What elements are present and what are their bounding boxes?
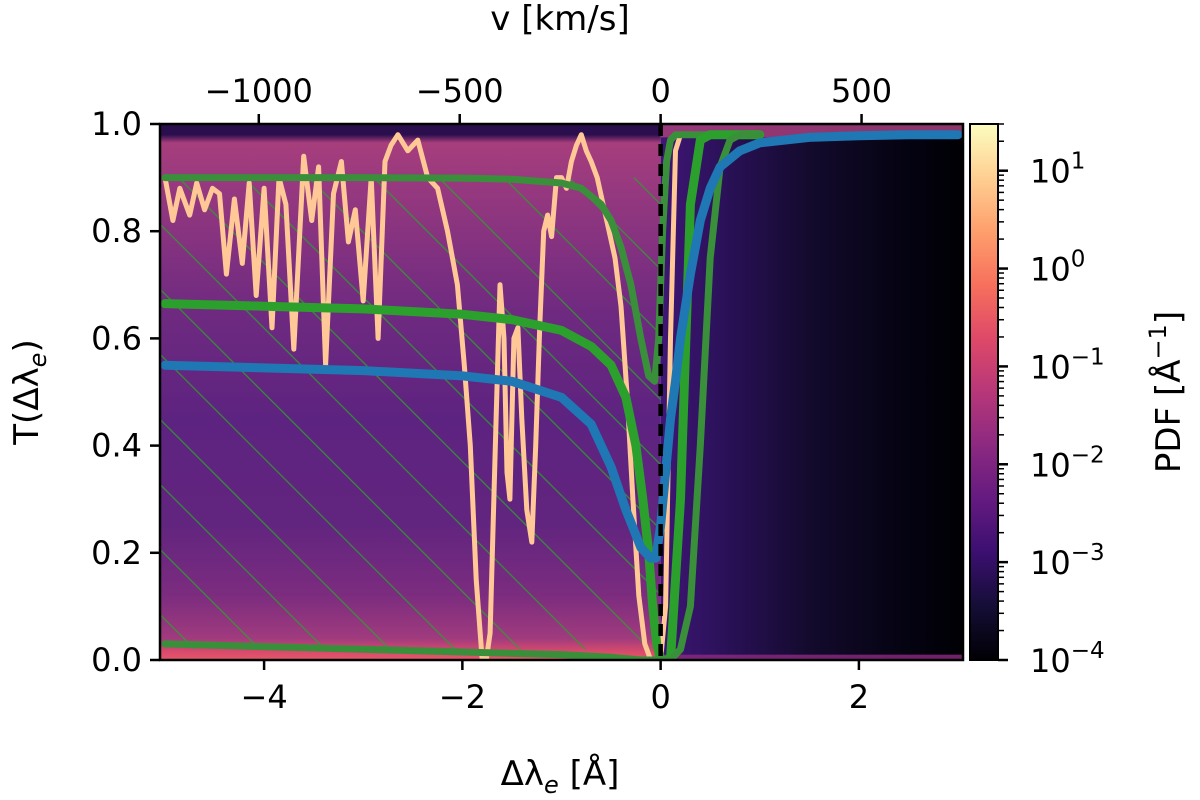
x-axis-label: Δλe [Å] [501, 753, 620, 799]
colorbar-label: PDF [Å−1] [1144, 311, 1189, 473]
top-axis-label: v [km/s] [490, 0, 629, 39]
colorbar [969, 123, 999, 661]
colorbar-tick-label: 100 [1030, 247, 1085, 289]
top-tick-label: 0 [650, 72, 670, 110]
heatmap-bottom-band [660, 654, 963, 660]
top-tick-label: −500 [416, 72, 504, 110]
top-axis-ticks: −1000 −500 0 500 [205, 72, 892, 124]
colorbar-tick-label: 10−2 [1030, 442, 1105, 484]
y-tick-label: 0.6 [91, 319, 142, 357]
top-tick-label: 500 [831, 72, 892, 110]
x-tick-label: 2 [849, 678, 869, 716]
x-tick-label: 0 [650, 678, 670, 716]
series-model-best-fit [160, 130, 963, 563]
colorbar-tick-label: 10−3 [1030, 540, 1105, 582]
x-tick-label: −2 [439, 678, 486, 716]
y-tick-label: 0.8 [91, 212, 142, 250]
y-tick-label: 1.0 [91, 105, 142, 143]
y-tick-label: 0.4 [91, 427, 142, 465]
x-axis-ticks: −4 −2 0 2 [241, 660, 869, 716]
y-tick-label: 0.0 [91, 641, 142, 679]
series-layer [160, 130, 963, 660]
x-tick-label: −4 [241, 678, 288, 716]
colorbar-tick-label: 10−4 [1030, 638, 1105, 680]
series-model-upper [161, 131, 764, 385]
series-model-lower [161, 131, 764, 660]
top-tick-label: −1000 [205, 72, 313, 110]
colorbar-tick-label: 10−1 [1030, 344, 1105, 386]
plot-frame [158, 122, 965, 662]
y-tick-label: 0.2 [91, 534, 142, 572]
colorbar-ticks: 10−4 10−3 10−2 10−1 100 101 [998, 123, 1105, 680]
colorbar-tick-label: 101 [1030, 149, 1085, 191]
y-axis-label: T(Δλe) [7, 339, 52, 445]
y-axis-ticks: 0.0 0.2 0.4 0.6 0.8 1.0 [91, 105, 160, 679]
heatmap-right [660, 124, 963, 660]
